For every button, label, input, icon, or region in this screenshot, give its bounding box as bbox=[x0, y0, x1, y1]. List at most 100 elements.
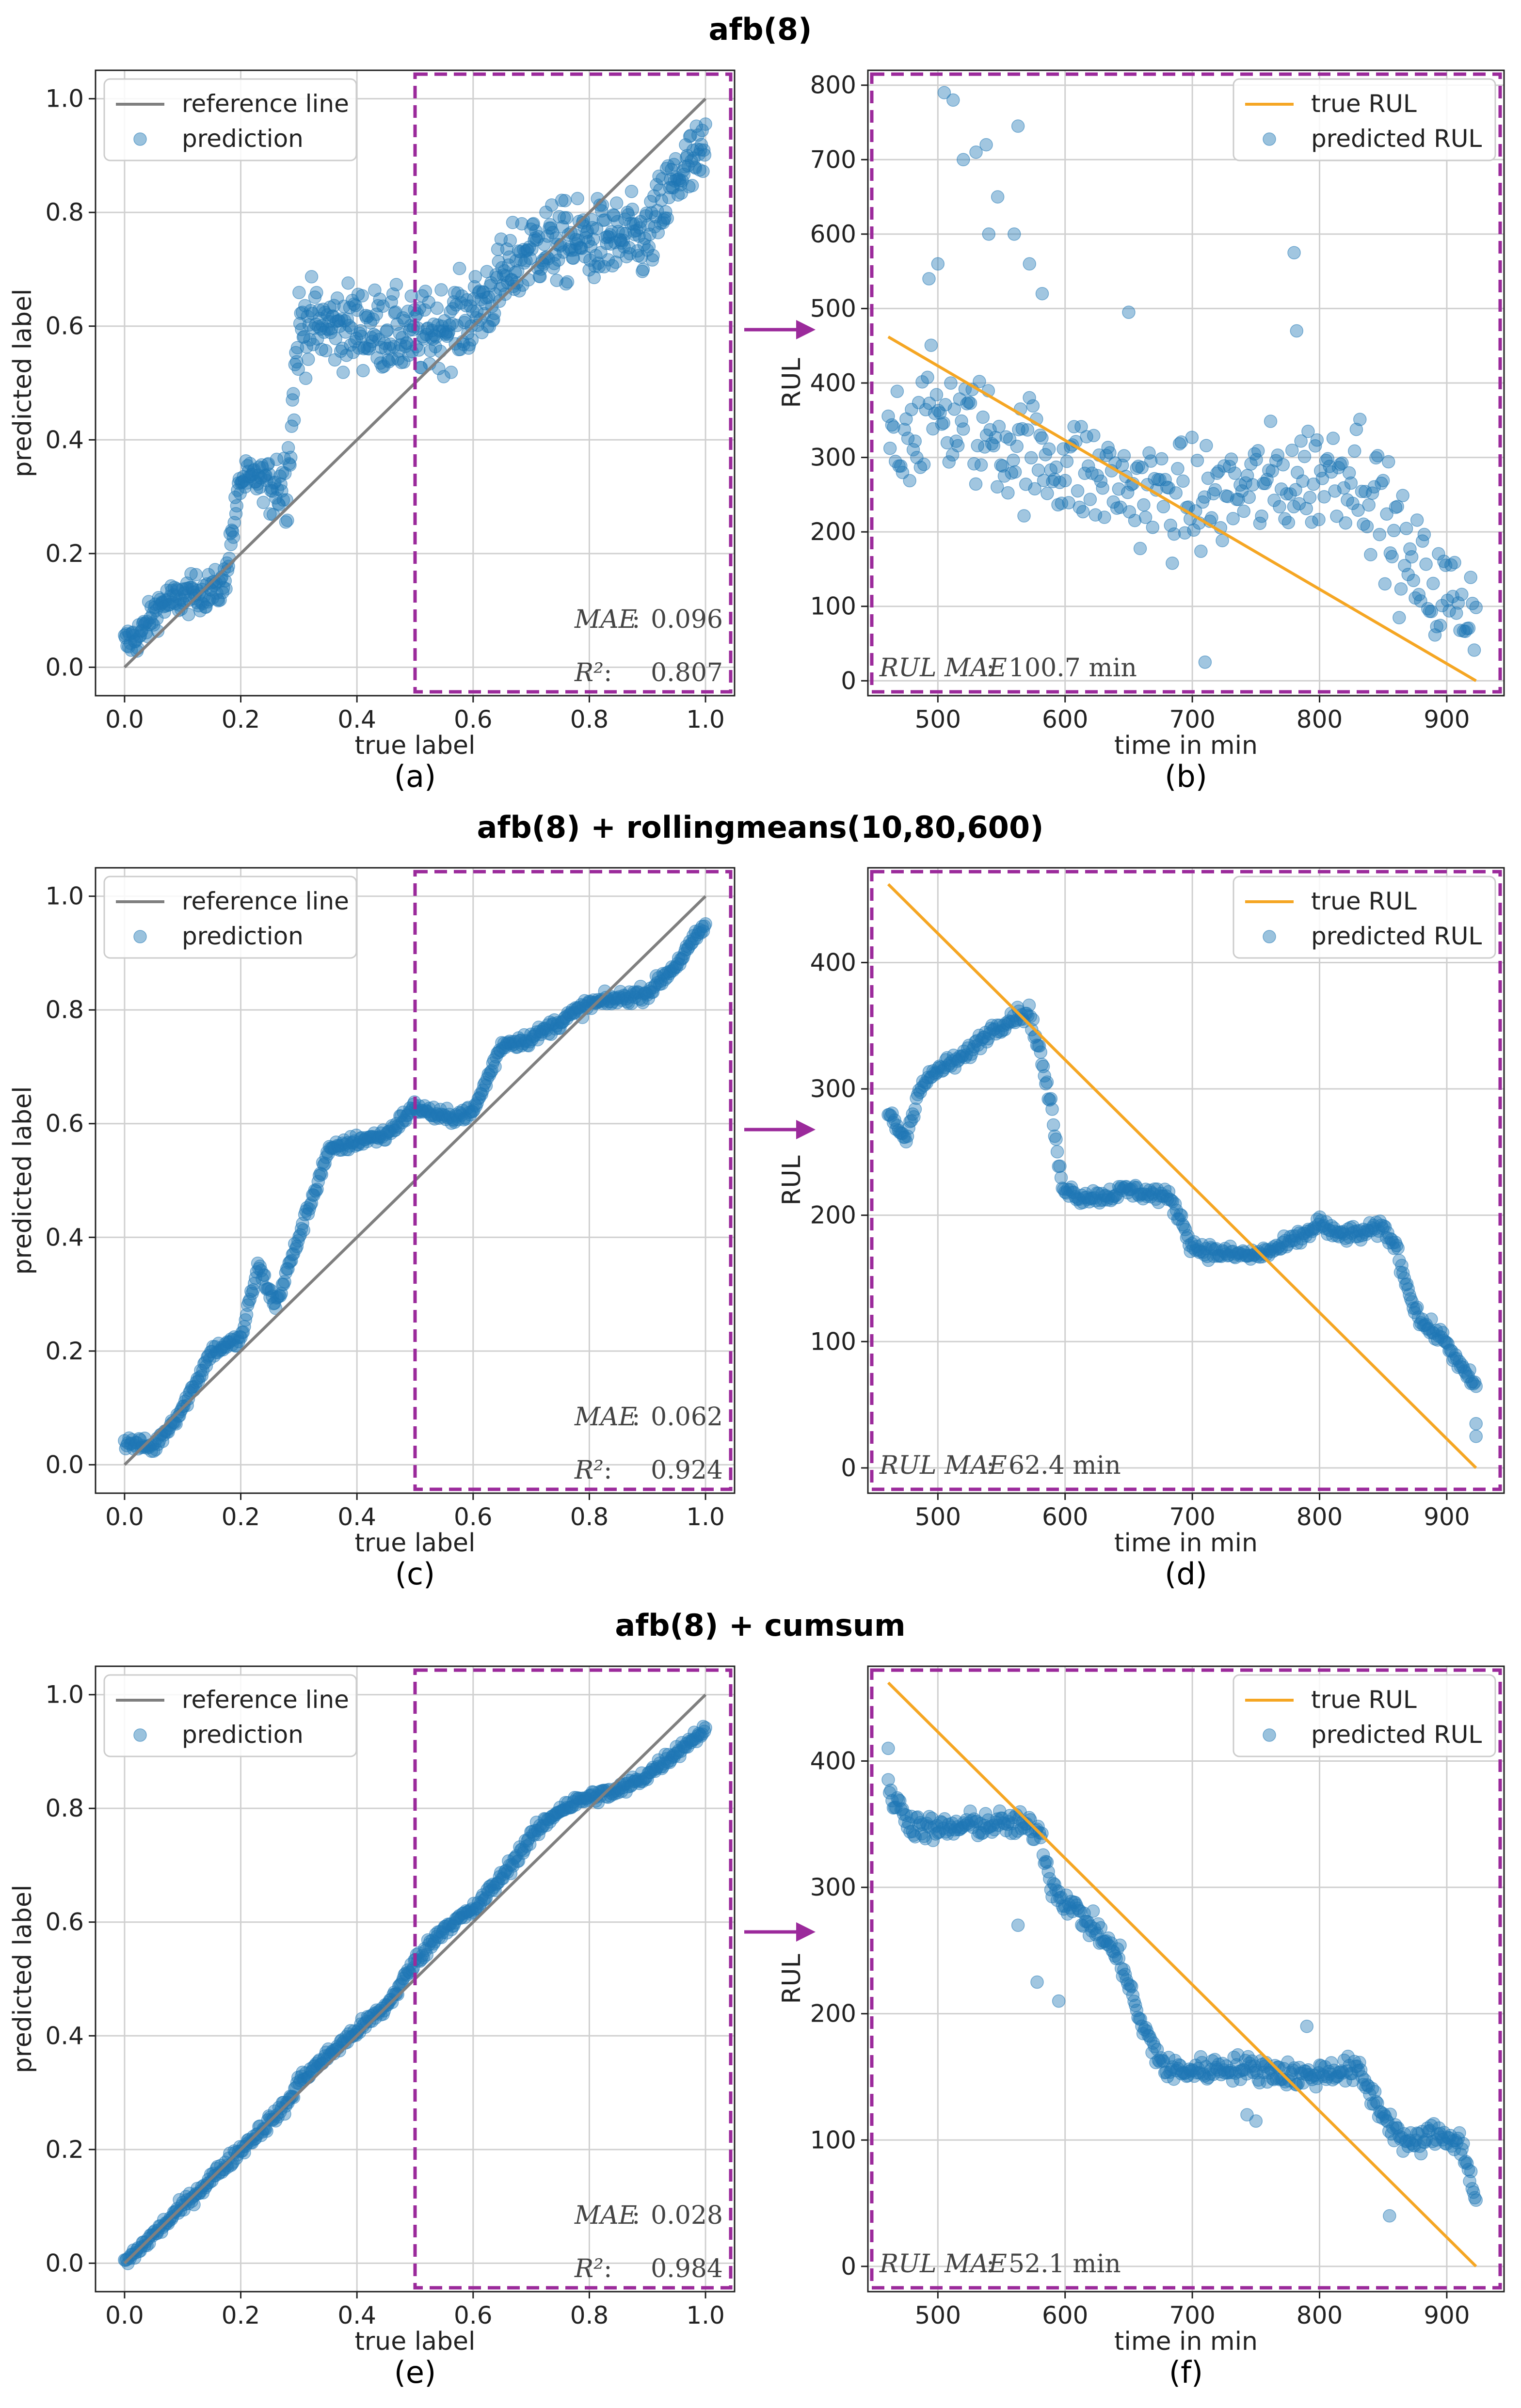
y-tick-label: 400 bbox=[810, 1747, 856, 1775]
prediction-point bbox=[444, 366, 458, 379]
predicted-rul-point bbox=[1297, 449, 1312, 463]
y-tick-label: 0.2 bbox=[45, 540, 84, 568]
prediction-point bbox=[460, 293, 474, 307]
legend-prediction-swatch bbox=[133, 132, 147, 146]
mae-label: MAE bbox=[574, 2201, 637, 2230]
prediction-point bbox=[683, 129, 697, 144]
y-tick-label: 0.6 bbox=[45, 312, 84, 340]
predicted-rul-point bbox=[1011, 1918, 1025, 1932]
predicted-rul-point bbox=[1017, 509, 1031, 523]
r2-value: 0.984 bbox=[651, 2254, 723, 2283]
predicted-rul-point bbox=[881, 1741, 895, 1755]
predicted-rul-point bbox=[1283, 487, 1297, 501]
predicted-rul-point bbox=[1071, 484, 1085, 498]
prediction-point bbox=[643, 227, 656, 241]
predicted-rul-point bbox=[1130, 462, 1143, 475]
rul-mae-colon: : bbox=[986, 654, 995, 683]
predicted-rul-point bbox=[1190, 454, 1204, 467]
prediction-point bbox=[450, 319, 464, 333]
predicted-rul-point bbox=[1106, 495, 1121, 509]
prediction-point bbox=[276, 493, 290, 507]
x-tick-label: 0.8 bbox=[570, 705, 609, 734]
legend-label-line: true RUL bbox=[1311, 887, 1417, 915]
prediction-point bbox=[519, 254, 533, 268]
predicted-rul-point bbox=[956, 422, 970, 436]
prediction-point bbox=[646, 249, 660, 263]
predicted-rul-point bbox=[1010, 439, 1024, 453]
predicted-rul-point bbox=[1285, 444, 1299, 457]
predicted-rul-point bbox=[887, 420, 900, 434]
predicted-rul-point bbox=[1221, 490, 1234, 503]
predicted-rul-point bbox=[1463, 1363, 1476, 1377]
predicted-rul-point bbox=[1278, 512, 1292, 526]
predicted-rul-point bbox=[989, 431, 1002, 445]
prediction-point bbox=[284, 450, 298, 464]
predicted-rul-point bbox=[1007, 453, 1020, 467]
predicted-rul-point bbox=[1292, 497, 1306, 510]
prediction-point bbox=[645, 253, 659, 267]
predicted-rul-point bbox=[1076, 505, 1090, 519]
predicted-rul-point bbox=[885, 418, 899, 432]
predicted-rul-point bbox=[906, 443, 920, 457]
predicted-rul-point bbox=[1249, 2114, 1263, 2128]
prediction-point bbox=[219, 582, 233, 596]
predicted-rul-point bbox=[1280, 487, 1294, 501]
prediction-point bbox=[353, 324, 368, 338]
predicted-rul-point bbox=[1305, 515, 1319, 529]
x-axis-label: true label bbox=[354, 1529, 475, 1558]
predicted-rul-point bbox=[1187, 523, 1201, 537]
predicted-rul-point bbox=[1049, 1132, 1063, 1146]
predicted-rul-point bbox=[1394, 582, 1408, 596]
predicted-rul-point bbox=[931, 404, 945, 417]
prediction-point bbox=[366, 312, 380, 326]
x-tick-label: 900 bbox=[1424, 1503, 1470, 1531]
y-tick-label: 0.0 bbox=[45, 2249, 84, 2277]
prediction-point bbox=[319, 344, 333, 358]
prediction-point bbox=[380, 323, 394, 337]
mae-colon: : bbox=[632, 1403, 640, 1432]
prediction-point bbox=[555, 193, 569, 207]
predicted-rul-point bbox=[1344, 476, 1358, 490]
predicted-rul-point bbox=[1003, 432, 1017, 446]
prediction-point bbox=[526, 218, 540, 231]
predicted-rul-point bbox=[1276, 458, 1290, 472]
prediction-point bbox=[693, 163, 706, 177]
y-tick-label: 1.0 bbox=[45, 85, 84, 113]
y-tick-label: 500 bbox=[810, 294, 856, 322]
predicted-rul-point bbox=[1378, 577, 1392, 591]
legend-label-line: true RUL bbox=[1311, 1686, 1417, 1714]
predicted-rul-point bbox=[976, 410, 990, 424]
y-tick-label: 0.2 bbox=[45, 2136, 84, 2164]
predicted-rul-point bbox=[1128, 513, 1142, 527]
prediction-point bbox=[587, 271, 601, 285]
mae-value: 0.028 bbox=[651, 2201, 723, 2230]
predicted-rul-point bbox=[1155, 452, 1169, 466]
y-tick-label: 0 bbox=[841, 667, 856, 695]
predicted-rul-point bbox=[1433, 619, 1447, 632]
predicted-rul-point bbox=[1469, 1417, 1483, 1431]
predicted-rul-point bbox=[1019, 478, 1033, 491]
predicted-rul-point bbox=[1030, 1975, 1044, 1989]
r2-colon: : bbox=[604, 1456, 612, 1485]
predicted-rul-point bbox=[1290, 324, 1304, 338]
predicted-rul-point bbox=[1464, 571, 1477, 584]
x-axis-label: time in min bbox=[1114, 2327, 1258, 2356]
legend-prediction-swatch bbox=[1263, 1728, 1276, 1742]
panel-tag: (f) bbox=[1169, 2355, 1203, 2390]
prediction-point bbox=[397, 355, 411, 369]
predicted-rul-point bbox=[985, 437, 999, 451]
x-tick-label: 0.4 bbox=[337, 2301, 376, 2329]
row-title-2: afb(8) + rollingmeans(10,80,600) bbox=[477, 810, 1044, 845]
prediction-point bbox=[437, 370, 450, 383]
predicted-rul-point bbox=[1086, 1904, 1100, 1918]
r2-label: R² bbox=[574, 1456, 604, 1485]
predicted-rul-point bbox=[992, 419, 1006, 433]
prediction-point bbox=[327, 299, 341, 312]
predicted-rul-point bbox=[1035, 431, 1049, 445]
y-tick-label: 400 bbox=[810, 948, 856, 976]
predicted-rul-point bbox=[1080, 430, 1093, 444]
y-tick-label: 0.8 bbox=[45, 1794, 84, 1822]
prediction-point bbox=[341, 276, 355, 290]
predicted-rul-point bbox=[1041, 487, 1054, 500]
predicted-rul-point bbox=[1117, 449, 1131, 462]
